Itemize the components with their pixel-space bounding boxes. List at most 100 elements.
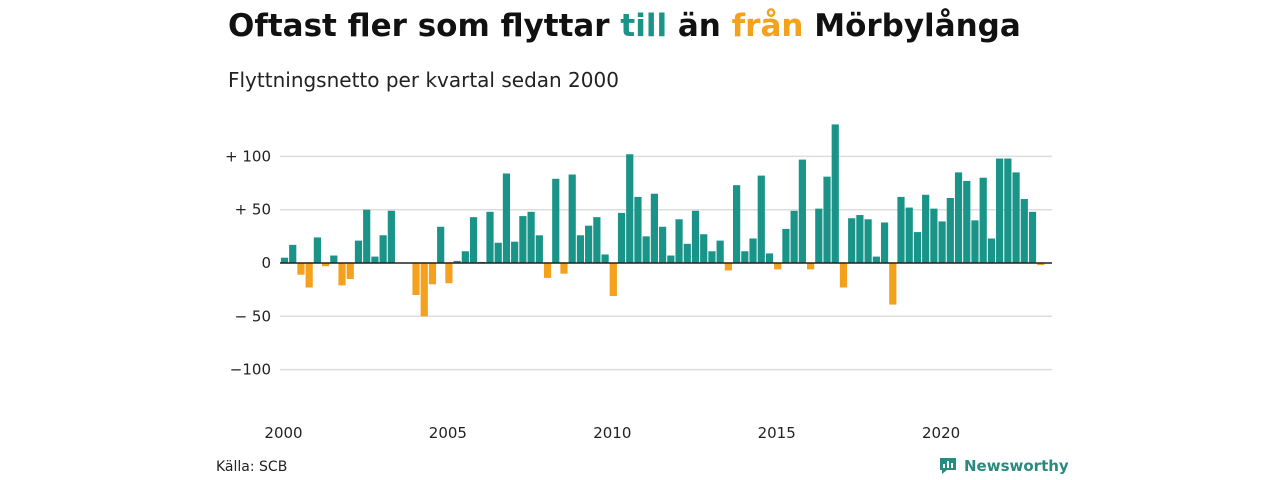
- bar: [469, 217, 478, 263]
- bar: [905, 207, 913, 263]
- gridlines: [280, 155, 1052, 371]
- bar: [1004, 158, 1012, 263]
- x-axis-ticks: 2000 2005 2010 2015 2020: [264, 424, 960, 442]
- bar: [987, 238, 996, 263]
- bar: [511, 241, 519, 263]
- bar: [289, 244, 297, 263]
- y-axis-ticks: + 100 + 50 0 − 50 −100: [225, 147, 271, 378]
- bar: [1037, 263, 1045, 266]
- bar: [675, 219, 683, 263]
- bar: [848, 218, 856, 263]
- title-till: till: [620, 8, 668, 44]
- bar: [552, 178, 560, 263]
- bar: [305, 263, 313, 288]
- bar: [642, 236, 650, 263]
- bar: [667, 255, 675, 263]
- bar: [412, 263, 420, 295]
- bar: [437, 226, 445, 263]
- bar: [535, 235, 543, 263]
- bar: [856, 215, 864, 263]
- bar: [486, 211, 494, 263]
- bar: [971, 220, 979, 263]
- bar: [774, 263, 782, 270]
- bar: [790, 210, 798, 263]
- bar: [593, 217, 601, 263]
- bar: [617, 212, 626, 263]
- bar: [831, 124, 839, 263]
- bar: [963, 180, 971, 263]
- bars: [280, 124, 1045, 317]
- bar: [420, 263, 428, 317]
- bar: [683, 243, 691, 263]
- bar: [716, 240, 724, 263]
- bar: [543, 263, 552, 278]
- bar: [708, 251, 716, 263]
- bar: [996, 158, 1004, 263]
- bar: [313, 237, 321, 263]
- bar: [782, 228, 790, 263]
- bar: [700, 234, 708, 263]
- bar: [650, 193, 658, 263]
- bar: [659, 226, 667, 263]
- bar: [839, 263, 848, 288]
- x-tick-label: 2010: [593, 424, 631, 442]
- bar: [979, 177, 987, 263]
- bar: [733, 185, 741, 263]
- title-fran: från: [731, 8, 804, 44]
- bar: [880, 222, 889, 263]
- bar: [634, 196, 642, 263]
- newsworthy-logo-icon: [940, 458, 956, 474]
- bar: [724, 263, 732, 271]
- x-tick-label: 2015: [758, 424, 796, 442]
- y-tick-label: + 100: [225, 147, 271, 165]
- chart-subtitle: Flyttningsnetto per kvartal sedan 2000: [228, 68, 619, 92]
- bar: [280, 257, 289, 263]
- bar: [626, 154, 634, 263]
- title-part3: Mörbylånga: [803, 8, 1021, 44]
- bar: [757, 175, 765, 263]
- bar: [601, 254, 609, 263]
- bar: [445, 263, 453, 284]
- bar: [346, 263, 354, 279]
- y-tick-label: − 50: [235, 307, 271, 325]
- bar: [872, 256, 880, 263]
- bar: [585, 225, 593, 263]
- y-tick-label: 0: [261, 254, 271, 272]
- bar: [453, 260, 461, 263]
- bar: [815, 208, 823, 263]
- x-tick-label: 2000: [264, 424, 302, 442]
- bar: [322, 263, 330, 267]
- brand-logo: Newsworthy: [938, 456, 1069, 476]
- bar-chart: + 100 + 50 0 − 50 −100 2000 2005 2010 2015 2020: [225, 124, 1052, 442]
- bar: [379, 235, 387, 263]
- bar: [798, 159, 806, 263]
- bar: [806, 263, 815, 270]
- bar: [502, 173, 511, 263]
- bar: [889, 263, 897, 305]
- title-part2: än: [667, 8, 732, 44]
- bar: [354, 240, 363, 263]
- bar: [864, 219, 872, 263]
- y-tick-label: + 50: [235, 201, 271, 219]
- bar: [897, 196, 905, 263]
- title-part1: Oftast fler som flyttar: [228, 8, 621, 44]
- bar: [1012, 172, 1020, 263]
- bar: [568, 174, 576, 263]
- bar: [691, 210, 700, 263]
- bar: [297, 263, 305, 275]
- bar: [527, 211, 535, 263]
- bar: [428, 263, 437, 285]
- bar: [461, 251, 469, 263]
- chart-title: Oftast fler som flyttar till än från Mör…: [228, 8, 1021, 44]
- bar: [913, 232, 922, 263]
- bar: [494, 242, 502, 263]
- x-tick-label: 2020: [922, 424, 960, 442]
- x-tick-label: 2005: [429, 424, 467, 442]
- brand-name: Newsworthy: [964, 457, 1069, 475]
- bar: [387, 210, 395, 263]
- bar: [519, 216, 527, 263]
- y-tick-label: −100: [230, 361, 271, 379]
- bar: [922, 194, 930, 263]
- bar: [609, 263, 617, 297]
- bar: [938, 221, 946, 263]
